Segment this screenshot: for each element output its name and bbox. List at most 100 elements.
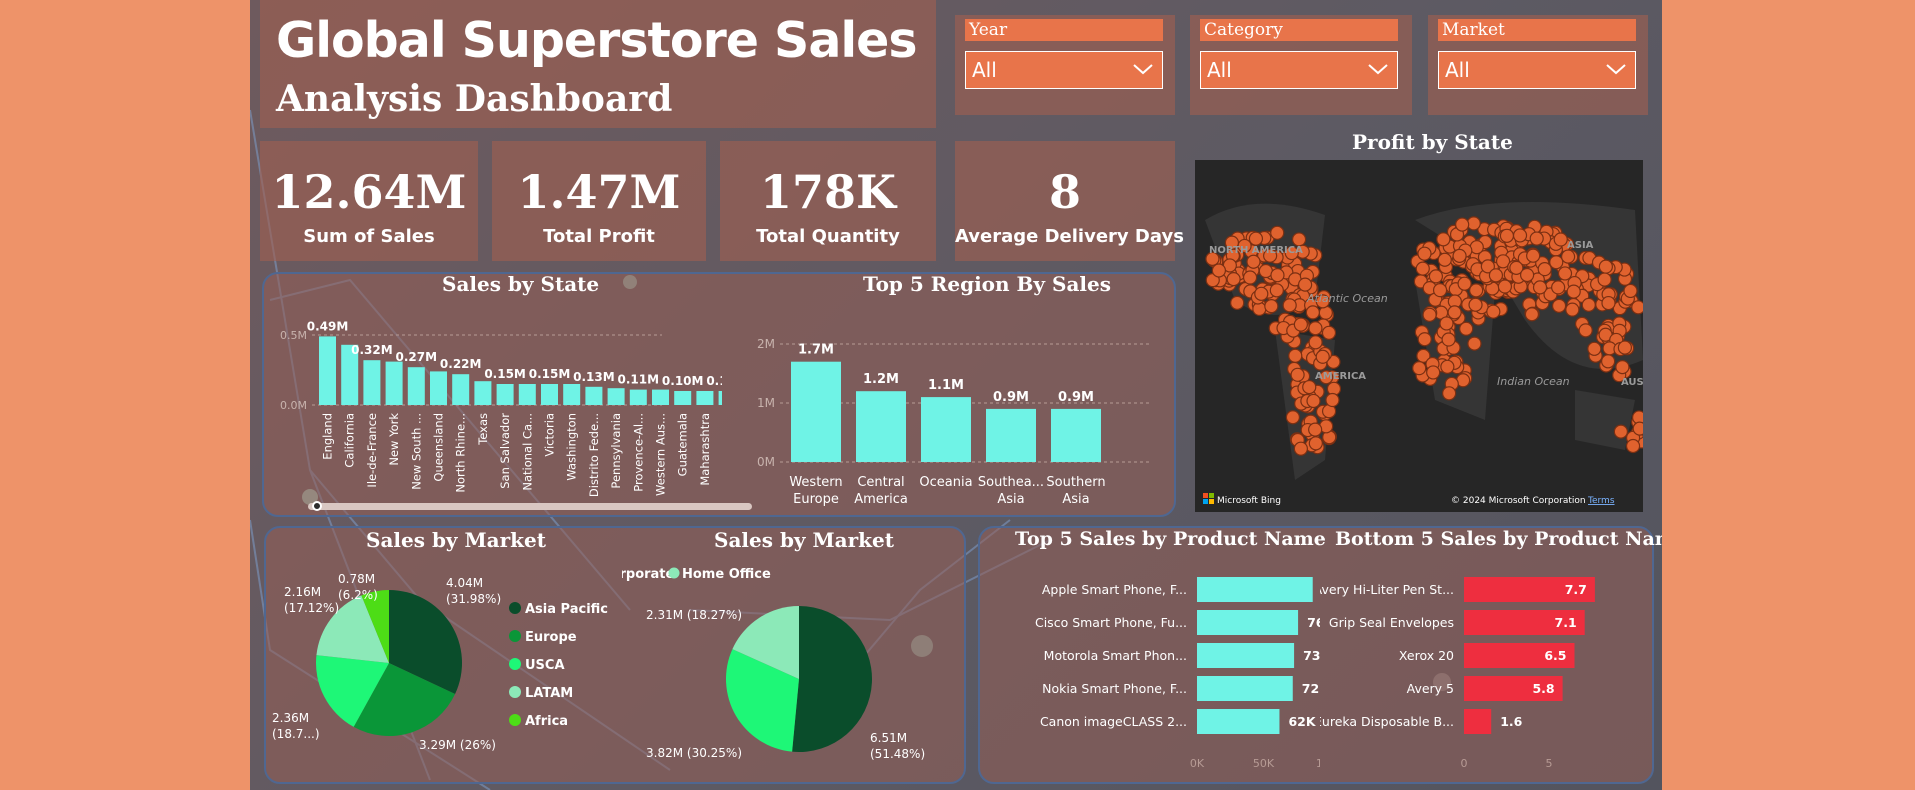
year-dropdown[interactable]: All [965, 51, 1163, 89]
bar [563, 384, 581, 405]
map-marker [1285, 410, 1301, 425]
map-marker [1466, 216, 1481, 231]
legend-label: Corporate [622, 567, 675, 582]
map-marker [1224, 235, 1240, 250]
bar [1197, 643, 1295, 668]
bar [921, 397, 971, 462]
profit-map[interactable]: NORTH AMERICA Atlantic Ocean AMERICA Ind… [1195, 160, 1643, 512]
map-marker [1632, 421, 1643, 436]
data-label: 0.10M [662, 374, 704, 388]
map-marker [1290, 367, 1305, 382]
map-marker [1308, 335, 1323, 350]
map-canvas: NORTH AMERICA Atlantic Ocean AMERICA Ind… [1203, 202, 1643, 506]
y-tick-label: 0M [757, 455, 775, 469]
x-tick-label: Ile-de-France [365, 413, 379, 488]
map-marker [1452, 248, 1467, 263]
bar [1197, 709, 1280, 734]
bar [363, 360, 381, 405]
map-marker [1553, 232, 1568, 247]
map-marker [1428, 269, 1444, 284]
map-marker [1270, 225, 1285, 240]
pie-slice [353, 663, 456, 736]
data-label: 0.78M [338, 572, 375, 586]
pie-slice [361, 590, 389, 663]
x-tick-label: 5 [1546, 757, 1553, 770]
market-dropdown[interactable]: All [1438, 51, 1636, 89]
x-tick-label: Queensland [432, 413, 446, 482]
data-label: 0.13M [573, 370, 615, 384]
state-scrollbar[interactable] [308, 503, 752, 510]
bar [674, 391, 692, 405]
x-tick-label: Maharashtra [698, 413, 712, 486]
pie-slice [389, 590, 462, 695]
map-marker [1308, 422, 1323, 437]
x-tick-label: Distrito Fede... [587, 413, 601, 497]
dashboard-subtitle: Analysis Dashboard [276, 78, 673, 120]
map-marker [1230, 295, 1245, 310]
map-marker [1495, 254, 1511, 269]
map-marker [1442, 386, 1457, 401]
map-marker [1269, 283, 1284, 298]
data-label: (31.98%) [446, 592, 501, 606]
map-marker [1305, 305, 1320, 320]
bar [607, 388, 625, 405]
data-label: 0.32M [351, 343, 393, 357]
map-marker [1447, 305, 1462, 320]
y-tick-label: Cisco Smart Phone, Fu... [1035, 615, 1187, 630]
pie-slice [732, 606, 799, 679]
legend-marker [509, 630, 521, 642]
slicer-market: Market All [1428, 15, 1648, 115]
map-marker [1598, 259, 1613, 274]
legend-label: USCA [525, 658, 565, 673]
kpi-value: 178K [759, 165, 896, 219]
map-marker [1432, 283, 1448, 298]
state-scroll-thumb[interactable] [312, 501, 322, 511]
category-dropdown[interactable]: All [1200, 51, 1398, 89]
data-label: 2.16M [284, 585, 321, 599]
data-label: (6.2%) [338, 588, 378, 602]
map-marker [1625, 438, 1641, 454]
data-label: 6.51M [870, 731, 907, 745]
bottom5-product-chart: Avery Hi-Liter Pen St... 7.7 Grip Seal Env… [1320, 577, 1595, 770]
map-marker [1226, 272, 1241, 287]
map-label: AUST [1621, 377, 1643, 388]
x-tick-label: Southea... [978, 475, 1044, 490]
map-marker [1284, 245, 1299, 261]
map-marker [1291, 232, 1307, 247]
map-marker [1486, 304, 1501, 319]
y-tick-label: Avery Hi-Liter Pen St... [1320, 582, 1454, 597]
y-tick-label: Eureka Disposable B... [1320, 714, 1454, 729]
data-label: 7.7 [1565, 582, 1587, 597]
sales-by-segment-title: Sales by Market [714, 528, 894, 552]
header-panel: Global Superstore Sales Analysis Dashboa… [260, 0, 936, 128]
map-marker [1422, 307, 1437, 322]
data-label: 3.29M (26%) [419, 738, 496, 752]
x-tick-label: North Rhine... [454, 413, 468, 493]
kpi-card-delivery: 8 Average Delivery Days [955, 141, 1184, 261]
map-title: Profit by State [1352, 130, 1513, 154]
data-label: 7.1 [1555, 615, 1577, 630]
legend-marker [509, 714, 521, 726]
map-marker [1509, 260, 1524, 275]
bar [452, 374, 470, 405]
x-tick-label: America [854, 492, 908, 507]
y-tick-label: Grip Seal Envelopes [1329, 615, 1454, 630]
map-marker [1468, 297, 1483, 312]
map-marker [1436, 232, 1451, 247]
map-marker [1254, 286, 1269, 301]
data-label: 1.1M [928, 378, 964, 393]
map-marker [1211, 263, 1226, 278]
data-label: 0.11M [618, 373, 660, 387]
x-tick-label: Oceania [919, 475, 972, 490]
bar [1051, 408, 1101, 462]
x-tick-label: Europe [793, 492, 839, 507]
map-marker [1242, 270, 1258, 285]
map-marker [1497, 279, 1513, 294]
x-tick-label: 100K [1316, 757, 1320, 770]
x-tick-label: New South ... [409, 413, 423, 490]
map-marker [1488, 268, 1504, 283]
top5-region-chart: 0M 1M 2M 1.7M Western Europe 1.2M Central Americ… [757, 337, 1150, 507]
slicer-year-label: Year [965, 19, 1163, 41]
bar [1464, 676, 1563, 701]
map-marker [1597, 272, 1612, 287]
